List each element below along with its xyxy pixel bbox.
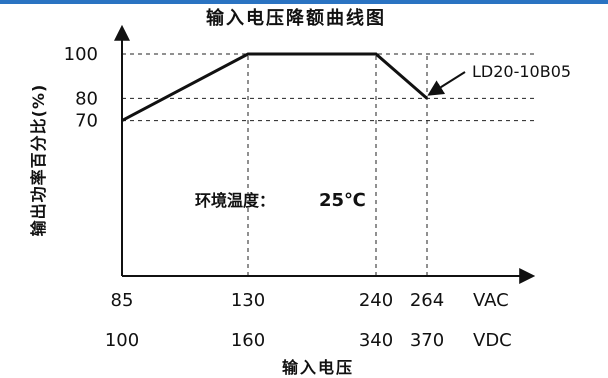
series-point-0-1 xyxy=(247,53,249,55)
y-tick-label-80: 80 xyxy=(75,88,98,109)
labels-layer: 输入电压降额曲线图 输出功率百分比(%) 输入电压 VAC VDC 环境温度： … xyxy=(29,7,571,377)
series-point-0-3 xyxy=(426,97,428,100)
x-tick-vac-130: 130 xyxy=(231,290,265,311)
series-point-0-0 xyxy=(121,119,123,122)
environment-temperature-label: 环境温度： xyxy=(195,191,275,210)
y-tick-label-100: 100 xyxy=(64,44,98,65)
y-axis-label: 输出功率百分比(%) xyxy=(29,84,48,237)
x-tick-vdc-370: 370 xyxy=(410,330,444,351)
vdc-unit-label: VDC xyxy=(473,330,512,351)
x-tick-vac-240: 240 xyxy=(359,290,393,311)
y-tick-label-70: 70 xyxy=(75,111,98,132)
x-tick-vdc-340: 340 xyxy=(359,330,393,351)
series-label-0: LD20-10B05 xyxy=(472,62,571,81)
series-layer xyxy=(121,52,466,122)
grid-layer xyxy=(122,52,534,276)
series-point-0-2 xyxy=(375,53,377,55)
x-tick-vdc-160: 160 xyxy=(231,330,265,351)
series-line-0 xyxy=(121,52,428,122)
environment-temperature-value: 25℃ xyxy=(319,190,366,211)
x-tick-vac-264: 264 xyxy=(410,290,444,311)
x-tick-vdc-100: 100 xyxy=(105,330,139,351)
x-axis-label: 输入电压 xyxy=(282,358,354,377)
x-tick-vac-85: 85 xyxy=(111,290,134,311)
chart-title: 输入电压降额曲线图 xyxy=(206,7,386,29)
series-callout-arrow-0 xyxy=(427,71,466,96)
top-accent-rule xyxy=(0,0,608,4)
vac-unit-label: VAC xyxy=(473,290,509,311)
